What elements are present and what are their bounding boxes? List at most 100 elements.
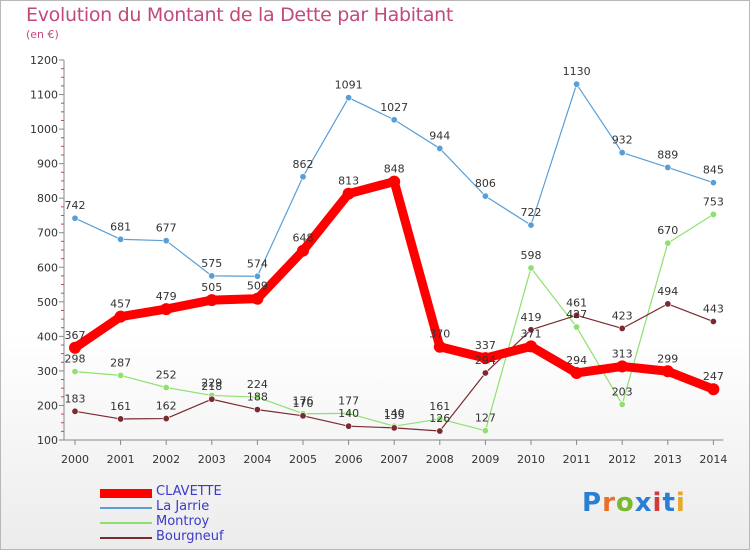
data-point [527,221,535,229]
x-tick-label: 2014 [699,453,727,466]
data-point [525,340,537,353]
legend-swatch [100,488,152,498]
data-label: 944 [429,129,450,142]
data-label: 457 [110,298,131,311]
data-point [573,311,581,319]
data-point [433,340,446,353]
data-point [253,393,261,401]
data-label: 427 [566,308,587,321]
legend-label: Montroy [156,514,210,529]
data-point [436,144,444,152]
data-label: 183 [65,392,86,405]
data-point [707,383,720,396]
data-label: 722 [521,206,542,219]
x-tick-label: 2009 [471,453,499,466]
data-point [345,409,353,417]
data-point [436,427,444,435]
data-point [527,326,535,334]
data-label: 813 [338,175,359,188]
legend-label: Bourgneuf [156,529,224,544]
data-point [208,395,216,403]
data-label: 287 [110,356,131,369]
data-point [618,324,626,332]
data-label: 371 [521,327,542,340]
data-point [573,80,581,88]
data-label: 252 [156,368,177,381]
x-tick-label: 2007 [380,453,408,466]
data-point [479,352,492,365]
data-label: 479 [156,290,177,303]
data-point [527,264,535,272]
data-label: 170 [293,397,314,410]
data-point [117,415,125,423]
data-label: 299 [657,352,678,365]
y-tick-label: 1100 [30,89,58,102]
x-tick-label: 2001 [107,453,135,466]
x-tick-label: 2004 [243,453,271,466]
data-point [253,406,261,414]
x-tick-label: 2010 [517,453,545,466]
data-point [618,149,626,157]
x-tick-label: 2006 [335,453,363,466]
data-label: 648 [293,232,314,245]
data-label: 806 [475,177,496,190]
series-bourgneuf [71,300,717,435]
data-label: 1027 [380,101,408,114]
data-label: 135 [384,409,405,422]
data-point [573,323,581,331]
axes: 100 200 300 400 500 600 700 800 900 1000 1100 1200 2… [30,54,727,466]
x-tick-label: 2013 [654,453,682,466]
data-label: 443 [703,303,724,316]
y-tick-label: 800 [37,192,58,205]
data-label: 140 [338,407,359,420]
y-tick-label: 600 [37,261,58,274]
x-tick-label: 2011 [563,453,591,466]
data-point [71,368,79,376]
data-label: 203 [612,385,633,398]
chart-title: Evolution du Montant de la Dette par Hab… [26,4,454,26]
data-point [71,407,79,415]
series-la-jarrie [71,80,717,280]
y-tick-label: 400 [37,330,58,343]
data-point [253,272,261,280]
data-point [160,303,173,316]
data-label: 162 [156,400,177,413]
y-tick-label: 500 [37,296,58,309]
data-label: 298 [65,353,86,366]
data-label: 224 [247,378,268,391]
data-point [162,415,170,423]
data-point [345,422,353,430]
data-label: 598 [521,249,542,262]
data-label: 313 [612,347,633,360]
proxiti-logo: Proxiti [582,488,686,518]
data-label: 229 [201,376,222,389]
data-point [251,292,264,305]
data-point [117,371,125,379]
data-label: 677 [156,222,177,235]
data-point [117,235,125,243]
data-label: 845 [703,164,724,177]
data-point [616,360,629,373]
x-tick-label: 2002 [152,453,180,466]
data-label: 247 [703,370,724,383]
data-label: 509 [247,280,268,293]
series-clavette [69,175,720,396]
legend-label: La Jarrie [156,499,210,514]
data-label: 753 [703,195,724,208]
chart-subtitle: (en €) [26,28,59,41]
data-point [436,415,444,423]
data-label: 670 [657,224,678,237]
y-tick-label: 200 [37,399,58,412]
data-point [69,341,81,354]
data-point [71,214,79,222]
data-label: 176 [293,395,314,408]
data-point [709,318,717,326]
data-label: 575 [201,257,222,270]
y-tick-label: 700 [37,227,58,240]
data-label: 370 [429,328,450,341]
data-label: 494 [657,285,678,298]
x-tick-label: 2012 [608,453,636,466]
data-label: 1091 [335,79,363,92]
data-label: 188 [247,391,268,404]
